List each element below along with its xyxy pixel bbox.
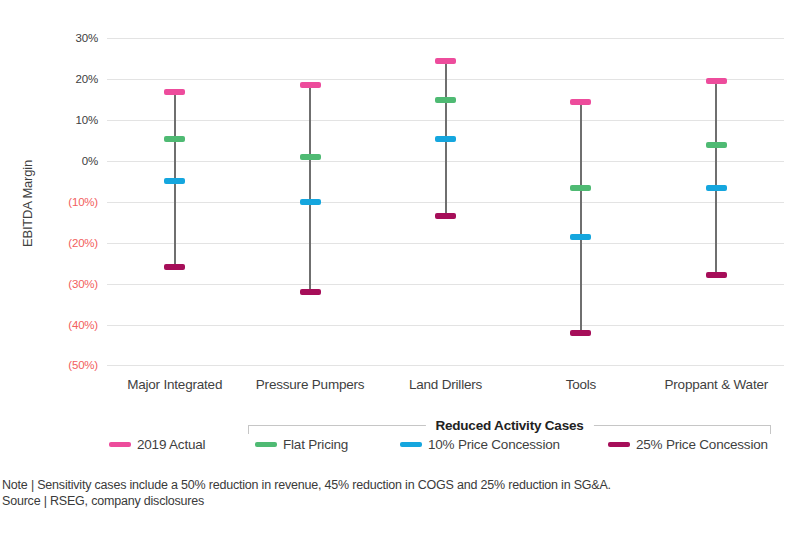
y-tick-label: (20%) [36,236,98,250]
legend-group-label: Reduced Activity Cases [425,418,593,433]
series-marker [706,78,727,84]
series-marker [570,234,591,240]
series-marker [435,58,456,64]
series-marker [435,97,456,103]
y-axis-title: EBITDA Margin [20,139,35,269]
legend-item: 25% Price Concession [608,437,768,452]
series-marker [570,185,591,191]
legend-item: 10% Price Concession [400,437,560,452]
gridline [107,284,784,285]
series-marker [164,178,185,184]
y-tick-label: (50%) [36,358,98,372]
series-marker [570,330,591,336]
legend-label: 2019 Actual [137,437,205,452]
y-tick-label: (10%) [36,195,98,209]
chart-page: EBITDA Margin 30% 20% 10% 0% (10%) (20%) (30%)… [0,0,800,539]
series-marker [706,142,727,148]
gridline [107,243,784,244]
x-axis-label: Proppant & Water [641,377,791,392]
note-text: Note | Sensitivity cases include a 50% r… [2,477,611,493]
x-axis-label: Major Integrated [100,377,250,392]
series-marker [706,272,727,278]
series-marker [570,99,591,105]
ebitda-margin-chart: EBITDA Margin 30% 20% 10% 0% (10%) (20%) (30%)… [0,0,800,539]
gridline [107,38,784,39]
x-axis-label: Pressure Pumpers [235,377,385,392]
range-whisker [715,81,717,275]
range-whisker [309,85,311,291]
series-marker [164,89,185,95]
legend-label: 25% Price Concession [636,437,768,452]
series-marker [300,289,321,295]
y-tick-label: 30% [36,31,98,45]
series-marker [164,264,185,270]
series-marker [435,213,456,219]
legend-item: 2019 Actual [109,437,205,452]
range-whisker [580,102,582,333]
series-marker [300,82,321,88]
y-tick-label: 10% [36,113,98,127]
source-text: Source | RSEG, company disclosures [2,493,611,509]
gridline [107,325,784,326]
series-marker [706,185,727,191]
legend-label: Flat Pricing [283,437,348,452]
series-marker [164,136,185,142]
footnote-block: Note | Sensitivity cases include a 50% r… [2,477,611,509]
legend-group-bracket: Reduced Activity Cases [248,425,771,434]
legend-swatch [255,442,277,447]
y-tick-label: (30%) [36,277,98,291]
y-tick-label: 0% [36,154,98,168]
y-tick-label: 20% [36,72,98,86]
series-marker [300,154,321,160]
legend-label: 10% Price Concession [428,437,560,452]
x-axis-label: Tools [506,377,656,392]
legend-swatch [400,442,422,447]
x-axis-label: Land Drillers [371,377,521,392]
y-tick-label: (40%) [36,318,98,332]
legend-swatch [608,442,630,447]
series-marker [435,136,456,142]
legend-item: Flat Pricing [255,437,348,452]
gridline [107,365,784,366]
series-marker [300,199,321,205]
legend-swatch [109,442,131,447]
